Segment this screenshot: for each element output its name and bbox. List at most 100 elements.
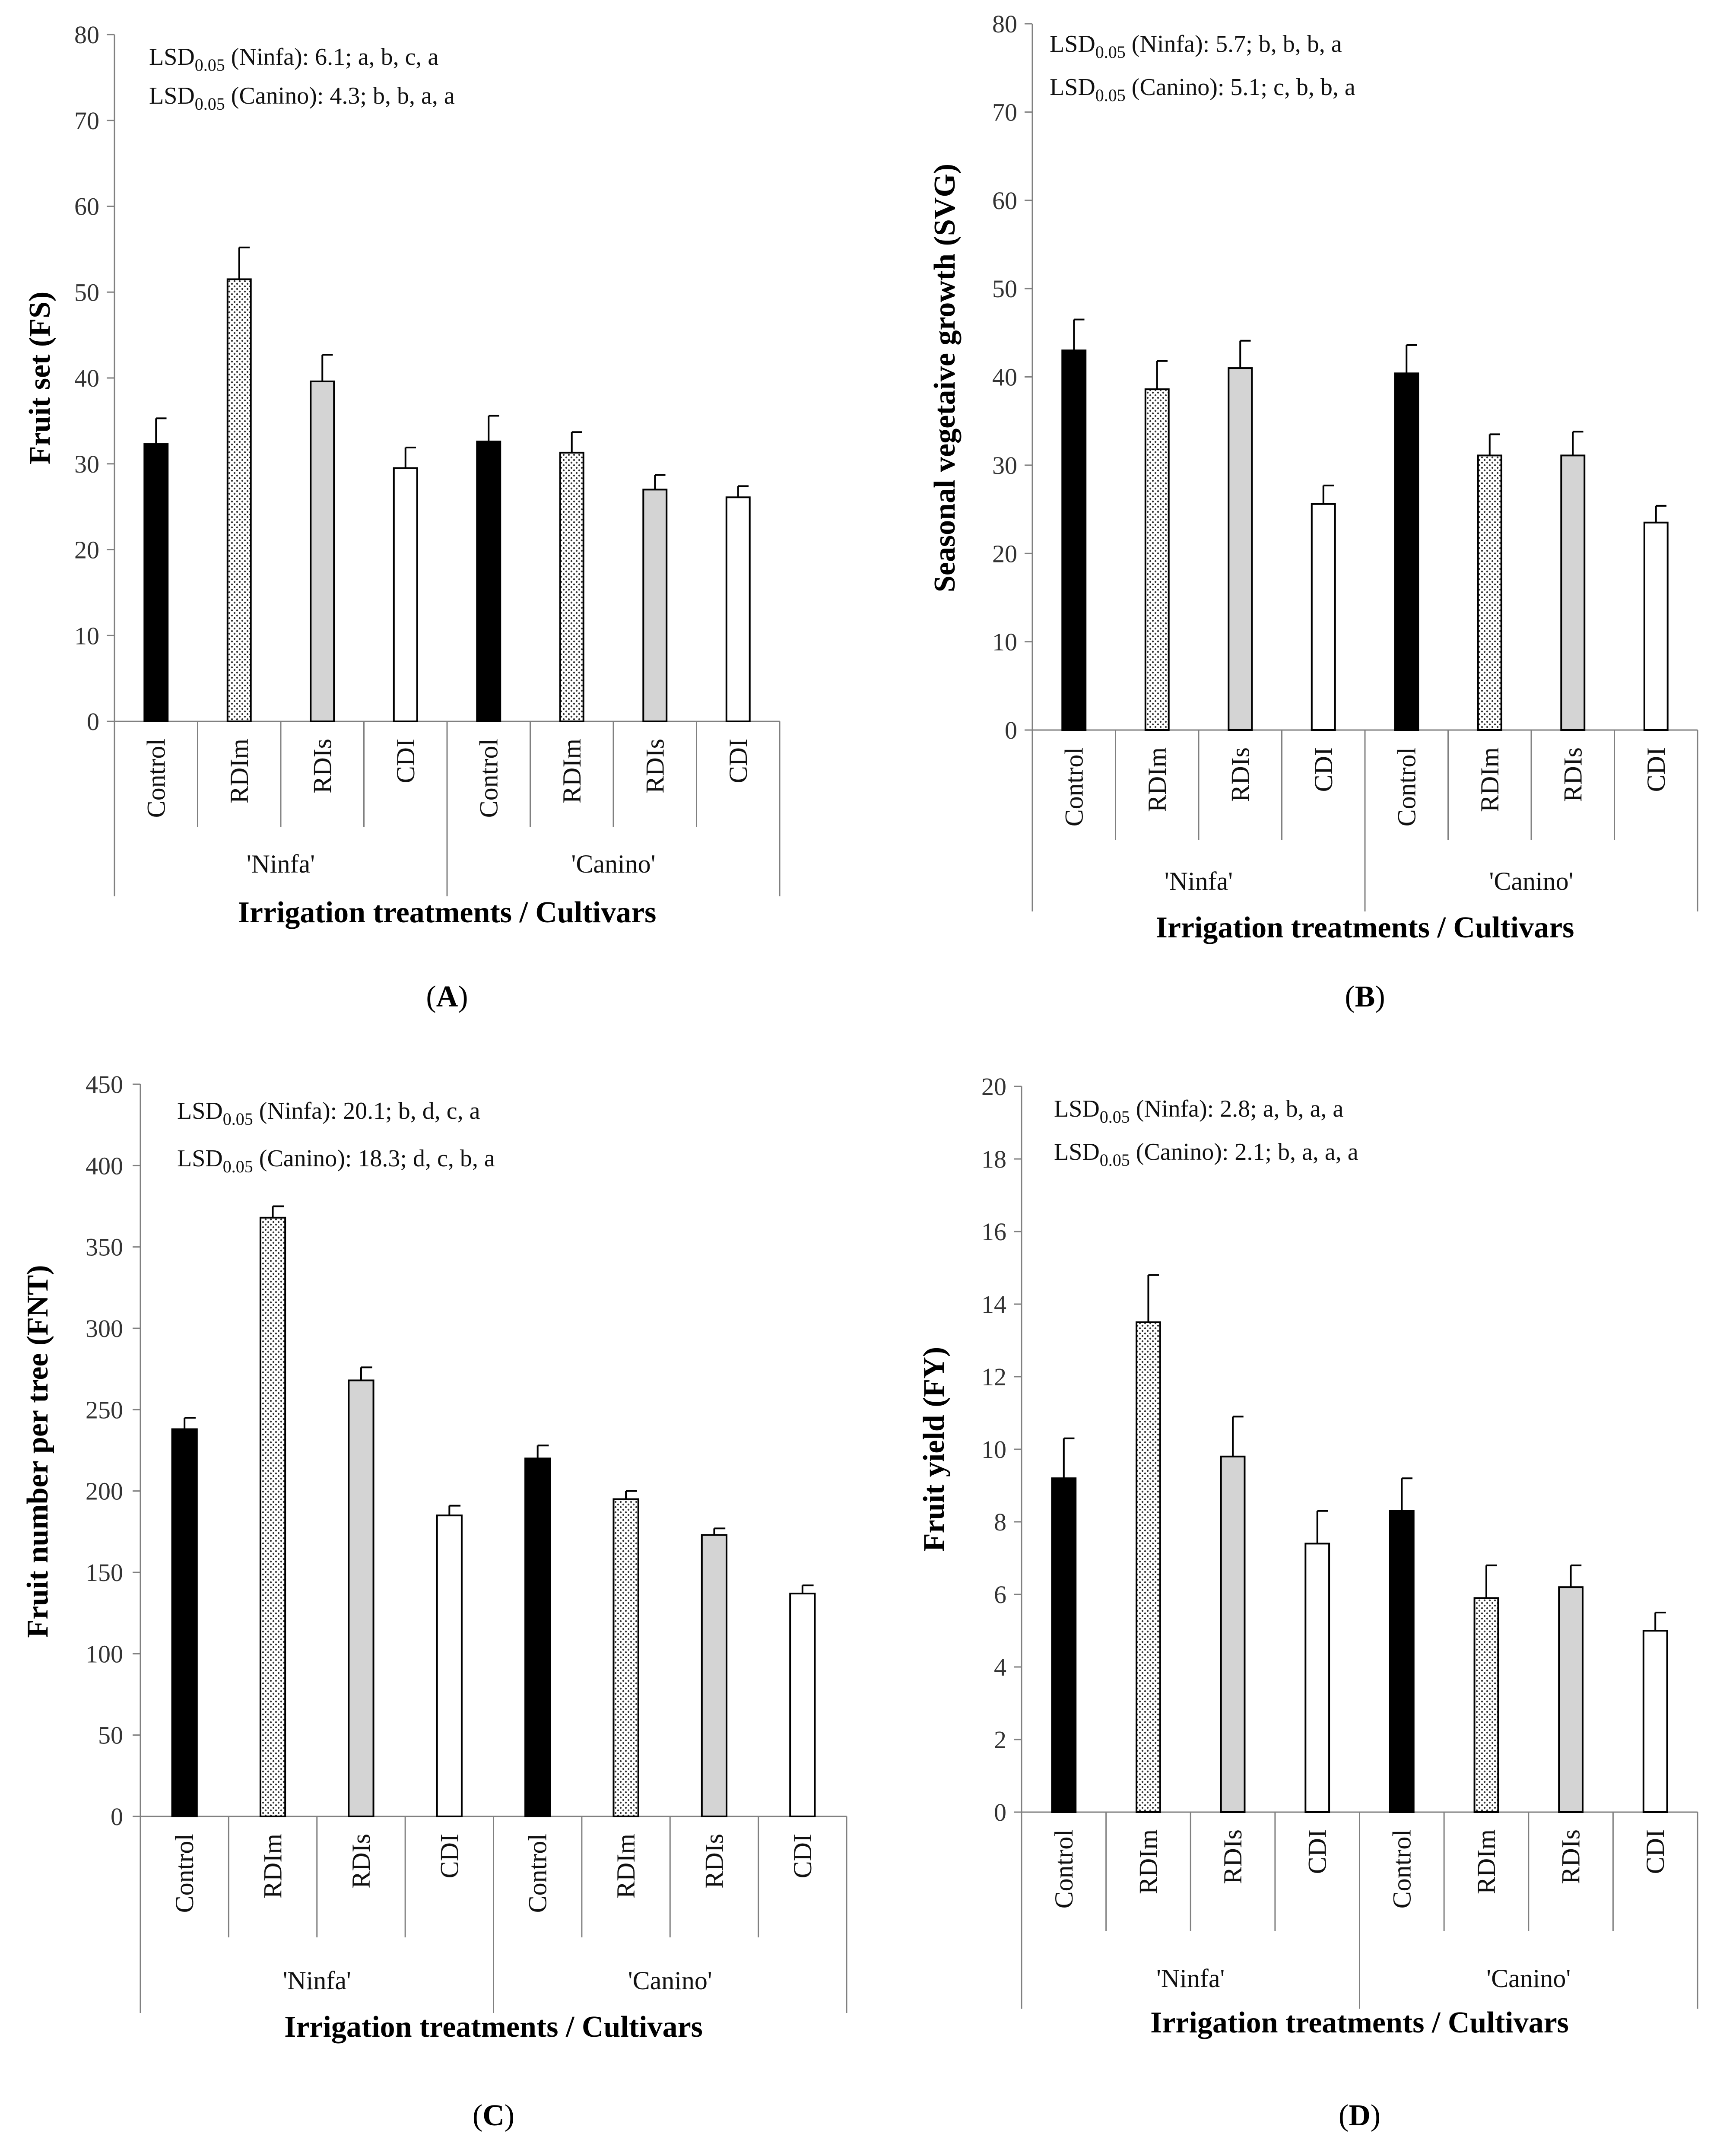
x-category-label: CDI	[724, 739, 752, 783]
y-tick-label: 10	[981, 1435, 1006, 1464]
panel-caption: (B)	[1345, 980, 1385, 1013]
y-tick-label: 450	[86, 1070, 123, 1098]
cultivar-group-label: 'Ninfa'	[247, 850, 315, 878]
y-tick-label: 6	[994, 1581, 1006, 1609]
bar	[524, 1457, 551, 1817]
x-category-label: Control	[142, 739, 170, 818]
x-category-label: CDI	[788, 1834, 817, 1878]
x-category-label: Control	[170, 1834, 199, 1913]
cultivar-group-label: 'Ninfa'	[1156, 1964, 1225, 1993]
chart-panel-d: 0 2 4 6 8 10 12 14 16 18 20 Control RDIm RDIs CDI Contr…	[917, 1073, 1698, 2132]
x-category-label: CDI	[1309, 747, 1338, 792]
panel-caption: (A)	[426, 980, 468, 1013]
x-axis-title: Irrigation treatments / Cultivars	[238, 896, 657, 929]
y-axis-title: Seasonal vegetaive growth (SVG)	[928, 164, 962, 592]
x-category-label: CDI	[1641, 1829, 1669, 1874]
bar	[789, 1592, 816, 1817]
bar	[1643, 521, 1669, 731]
x-category-label: Control	[1387, 1829, 1416, 1908]
cultivar-group-label: 'Canino'	[571, 850, 656, 878]
y-tick-label: 12	[981, 1363, 1006, 1391]
bar	[701, 1534, 728, 1818]
y-tick-label: 100	[86, 1640, 123, 1668]
bar	[1311, 503, 1336, 731]
bar	[1560, 454, 1586, 731]
x-axis-title: Irrigation treatments / Cultivars	[1150, 2006, 1569, 2039]
bar	[476, 441, 501, 722]
y-tick-label: 60	[992, 187, 1017, 215]
bar	[1477, 454, 1502, 731]
x-category-label: Control	[524, 1834, 552, 1913]
y-tick-label: 300	[86, 1314, 123, 1343]
bar	[1051, 1477, 1077, 1813]
cultivar-group-label: 'Canino'	[628, 1966, 712, 1995]
cultivar-group-label: 'Canino'	[1486, 1964, 1571, 1993]
y-tick-label: 4	[994, 1653, 1006, 1681]
bar	[725, 496, 751, 722]
bar	[1394, 372, 1419, 731]
x-category-label: RDIm	[612, 1834, 640, 1899]
bar	[259, 1216, 286, 1817]
x-category-label: Control	[1392, 747, 1421, 826]
y-tick-label: 16	[981, 1218, 1006, 1246]
y-tick-label: 50	[74, 278, 99, 306]
bar	[1473, 1597, 1499, 1813]
bar	[1389, 1510, 1415, 1813]
lsd-annotation: LSD0.05 (Ninfa): 2.8; a, b, a, a	[1054, 1095, 1343, 1127]
y-tick-label: 200	[86, 1477, 123, 1505]
y-tick-label: 20	[74, 536, 99, 564]
x-category-label: RDIs	[1219, 1829, 1247, 1884]
lsd-annotation: LSD0.05 (Canino): 4.3; b, b, a, a	[149, 83, 455, 114]
y-tick-label: 400	[86, 1152, 123, 1180]
y-tick-label: 0	[994, 1798, 1006, 1826]
y-tick-label: 60	[74, 193, 99, 221]
y-axis-title: Fruit set (FS)	[23, 292, 57, 464]
y-tick-label: 350	[86, 1233, 123, 1261]
y-tick-label: 70	[74, 107, 99, 135]
cultivar-group-label: 'Ninfa'	[1165, 867, 1233, 895]
y-tick-label: 0	[1005, 716, 1017, 744]
panel-caption: (D)	[1339, 2099, 1381, 2132]
panel-caption: (C)	[473, 2099, 514, 2132]
x-category-label: RDIs	[347, 1834, 375, 1889]
bar	[1558, 1586, 1584, 1813]
y-tick-label: 40	[992, 363, 1017, 391]
y-tick-label: 0	[87, 708, 99, 736]
y-tick-label: 8	[994, 1508, 1006, 1536]
y-tick-label: 30	[992, 451, 1017, 479]
y-tick-label: 20	[981, 1073, 1006, 1101]
x-category-label: Control	[1050, 1829, 1078, 1908]
x-category-label: RDIm	[225, 739, 254, 803]
x-category-label: RDIs	[1557, 1829, 1585, 1884]
x-category-label: CDI	[391, 739, 420, 783]
y-tick-label: 150	[86, 1559, 123, 1587]
lsd-annotation: LSD0.05 (Ninfa): 20.1; b, d, c, a	[177, 1098, 480, 1129]
bar	[1642, 1630, 1668, 1813]
x-category-label: RDIs	[1558, 747, 1587, 802]
x-axis-title: Irrigation treatments / Cultivars	[1156, 911, 1574, 944]
y-axis-title: Fruit number per tree (FNT)	[21, 1265, 54, 1638]
lsd-annotation: LSD0.05 (Ninfa): 6.1; a, b, c, a	[149, 44, 438, 75]
bar	[171, 1428, 198, 1817]
y-tick-label: 14	[981, 1290, 1006, 1318]
y-tick-label: 0	[111, 1803, 123, 1831]
x-axis-title: Irrigation treatments / Cultivars	[284, 2010, 703, 2044]
x-category-label: RDIm	[1143, 747, 1171, 812]
bar	[1304, 1543, 1330, 1813]
bar	[1220, 1455, 1246, 1813]
x-category-label: RDIs	[641, 739, 669, 794]
x-category-label: Control	[474, 739, 503, 818]
y-tick-label: 18	[981, 1145, 1006, 1173]
y-tick-label: 50	[992, 275, 1017, 303]
y-tick-label: 80	[74, 21, 99, 49]
x-category-label: RDIm	[1472, 1829, 1501, 1894]
x-category-label: CDI	[1642, 747, 1670, 792]
bar	[1136, 1321, 1161, 1813]
x-category-label: CDI	[435, 1834, 463, 1878]
bar	[348, 1379, 374, 1817]
y-tick-label: 50	[98, 1721, 123, 1749]
bar	[143, 443, 169, 722]
x-category-label: RDIm	[259, 1834, 287, 1899]
x-category-label: RDIm	[1476, 747, 1504, 812]
x-category-label: RDIs	[308, 739, 336, 794]
